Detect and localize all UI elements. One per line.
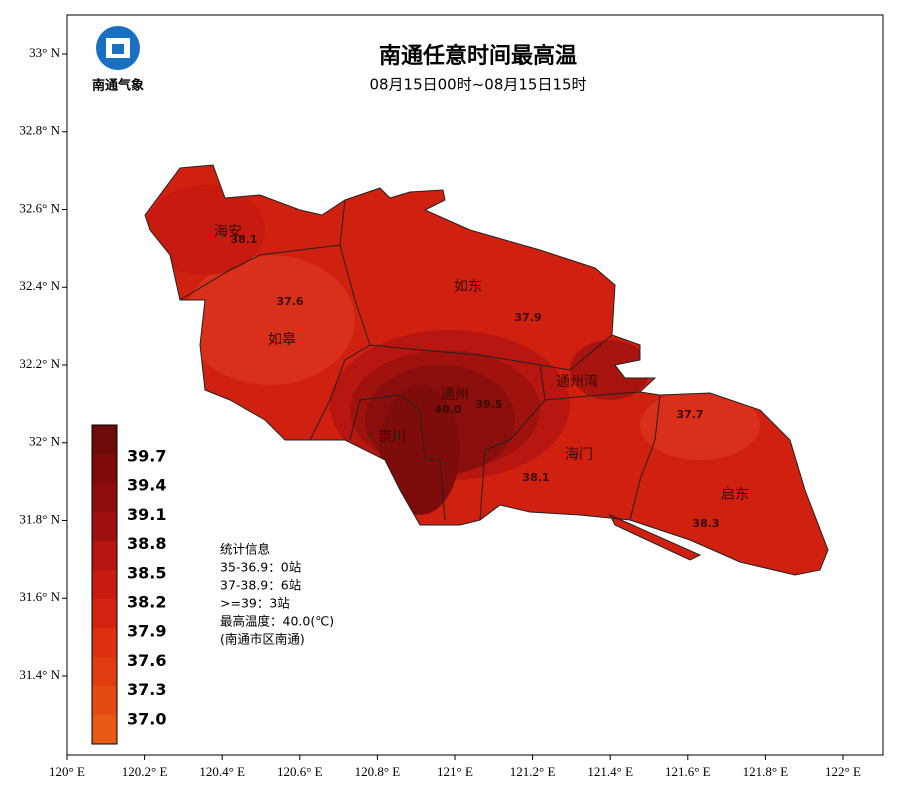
station-value: 37.7: [676, 408, 703, 421]
x-tick-label: 121.6° E: [665, 764, 711, 779]
place-name: 如皋: [268, 332, 296, 348]
legend-frame: [91, 424, 118, 745]
station-value: 37.6: [276, 295, 303, 308]
logo: [96, 26, 140, 70]
y-tick-label: 32.4° N: [19, 278, 60, 293]
legend-label: 37.6: [127, 651, 166, 670]
x-tick-label: 122° E: [825, 764, 861, 779]
y-tick-label: 31.4° N: [19, 667, 60, 682]
legend-label: 39.4: [127, 476, 166, 495]
stats-title: 统计信息: [220, 542, 270, 557]
y-tick-label: 32.2° N: [19, 356, 60, 371]
x-tick-label: 120.6° E: [277, 764, 323, 779]
y-tick-label: 33° N: [29, 45, 60, 60]
place-name: 启东: [721, 487, 749, 503]
legend-swatch: [92, 715, 117, 744]
station-value: 37.9: [514, 311, 541, 324]
x-tick-label: 121.2° E: [510, 764, 556, 779]
stats-line: >=39：3站: [220, 596, 290, 611]
legend-label: 38.2: [127, 593, 166, 612]
place-name: 通州湾: [556, 373, 598, 390]
legend-label: 37.0: [127, 709, 166, 728]
map-title: 南通任意时间最高温: [379, 43, 577, 69]
x-tick-label: 120° E: [49, 764, 85, 779]
legend-swatch: [92, 512, 117, 541]
stats-line: (南通市区南通): [220, 632, 305, 647]
legend-label: 37.9: [127, 622, 166, 641]
y-tick-label: 32.6° N: [19, 200, 60, 215]
y-tick-label: 32° N: [29, 434, 60, 449]
place-name: 崇川: [378, 429, 406, 445]
place-name: 海安: [214, 224, 242, 240]
legend-label: 38.8: [127, 534, 166, 553]
station-value: 38.3: [692, 517, 719, 530]
station-value: 38.1: [522, 471, 549, 484]
place-name: 通州: [441, 387, 469, 403]
place-name: 如东: [454, 279, 482, 295]
legend-label: 39.7: [127, 447, 166, 466]
legend-swatch: [92, 454, 117, 483]
legend-swatch: [92, 599, 117, 628]
stats-line: 37-38.9：6站: [220, 578, 301, 593]
y-tick-label: 32.8° N: [19, 123, 60, 138]
station-value: 40.0: [434, 403, 461, 416]
legend-swatch: [92, 570, 117, 599]
legend-swatch: [92, 483, 117, 512]
x-tick-label: 120.8° E: [355, 764, 401, 779]
x-tick-label: 121° E: [437, 764, 473, 779]
legend-swatch: [92, 425, 117, 454]
x-tick-label: 121.4° E: [587, 764, 633, 779]
x-tick-label: 121.8° E: [743, 764, 789, 779]
y-tick-label: 31.6° N: [19, 589, 60, 604]
x-tick-label: 120.2° E: [122, 764, 168, 779]
district-borders: [144, 164, 829, 576]
y-tick-label: 31.8° N: [19, 511, 60, 526]
legend-swatch: [92, 657, 117, 686]
place-name: 海门: [565, 447, 593, 463]
stats-line: 35-36.9：0站: [220, 560, 301, 575]
legend-label: 38.5: [127, 563, 166, 582]
station-value: 39.5: [475, 398, 502, 411]
stats-line: 最高温度：40.0(℃): [220, 614, 334, 629]
station-value: 38.1: [230, 233, 257, 246]
legend-label: 39.1: [127, 505, 166, 524]
legend-swatch: [92, 628, 117, 657]
legend-label: 37.3: [127, 680, 166, 699]
map-subtitle: 08月15日00时~08月15日15时: [369, 76, 586, 94]
logo-text: 南通气象: [92, 78, 144, 94]
x-tick-label: 120.4° E: [199, 764, 245, 779]
legend-swatch: [92, 686, 117, 715]
legend-swatch: [92, 541, 117, 570]
